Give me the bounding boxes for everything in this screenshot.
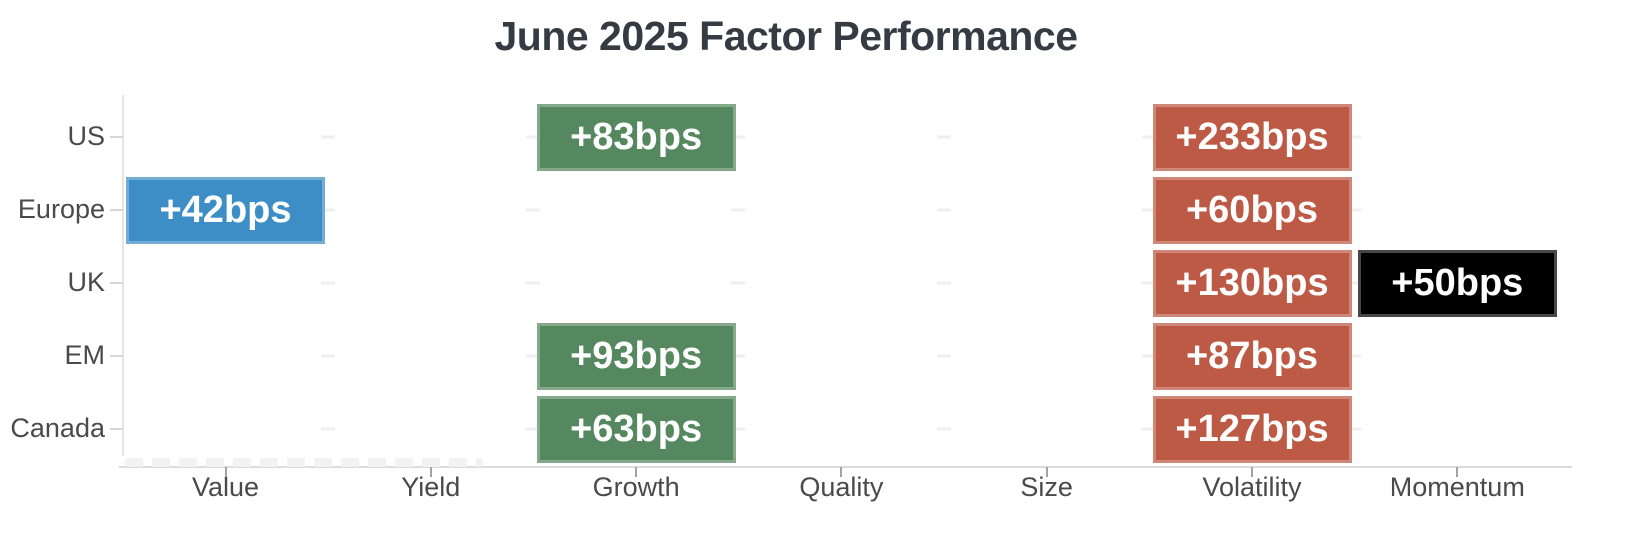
grid-dash: [936, 354, 951, 358]
cell-uk-momentum: +50bps: [1357, 249, 1557, 317]
x-axis-tick: [635, 467, 638, 477]
x-axis-line: [119, 466, 1572, 468]
grid-dash: [1142, 427, 1156, 431]
grid-dash: [1347, 354, 1362, 358]
x-axis-label-quality: Quality: [799, 472, 884, 502]
x-axis-label-growth: Growth: [592, 472, 680, 502]
grid-dash: [936, 208, 951, 212]
grid-dash: [731, 354, 746, 358]
grid-dash: [320, 427, 335, 431]
grid-dash: [320, 208, 335, 212]
grid-dash: [526, 208, 541, 212]
y-axis-label-europe: Europe: [17, 193, 105, 224]
grid-dash: [1142, 354, 1156, 358]
x-axis-tick: [1045, 467, 1048, 477]
grid-dash: [1142, 208, 1156, 212]
y-axis-tick: [110, 282, 123, 285]
y-axis-label-us: US: [67, 120, 105, 151]
x-axis-tick: [1456, 467, 1459, 477]
grid-dash: [936, 135, 951, 139]
grid-dash: [936, 427, 951, 431]
grid-dash: [320, 354, 335, 358]
y-axis-tick: [110, 136, 123, 138]
y-axis-tick: [110, 209, 123, 212]
grid-dash: [526, 135, 541, 139]
grid-dash: [320, 135, 335, 139]
grid-dash: [1347, 208, 1362, 212]
x-axis-label-volatility: Volatility: [1202, 472, 1302, 502]
grid-dash: [731, 281, 746, 285]
grid-dash: [1142, 281, 1156, 285]
cell-uk-volatility: +130bps: [1152, 249, 1352, 317]
grid-dash: [526, 281, 541, 285]
grid-dash: [1142, 135, 1156, 139]
grid-dash: [320, 281, 335, 285]
grid-dash: [936, 281, 951, 285]
cell-europe-volatility: +60bps: [1152, 176, 1352, 244]
y-axis-tick: [110, 355, 123, 358]
x-axis-tick: [1251, 467, 1253, 477]
y-axis-tick: [110, 428, 123, 431]
faint-watermark-smudge: [125, 458, 483, 467]
cell-em-growth: +93bps: [536, 322, 736, 390]
x-axis-label-value: Value: [191, 472, 260, 502]
x-axis-tick: [429, 467, 432, 477]
x-axis-label-size: Size: [1020, 472, 1073, 502]
grid-dash: [1347, 427, 1362, 431]
cell-us-growth: +83bps: [536, 103, 736, 171]
grid-dash: [526, 354, 541, 358]
x-axis-label-momentum: Momentum: [1389, 472, 1525, 502]
y-axis-label-uk: UK: [67, 267, 105, 298]
grid-dash: [1347, 135, 1362, 139]
cell-europe-value: +42bps: [126, 176, 325, 244]
x-axis-tick: [224, 467, 227, 477]
grid-dash: [526, 427, 541, 431]
x-axis-tick: [840, 467, 843, 477]
y-axis-line: [122, 95, 124, 456]
grid-dash: [1347, 281, 1362, 285]
y-axis-label-canada: Canada: [10, 413, 105, 444]
chart-title: June 2025 Factor Performance: [494, 13, 1078, 59]
grid-dash: [731, 135, 746, 139]
cell-em-volatility: +87bps: [1152, 322, 1352, 390]
grid-dash: [731, 427, 746, 431]
cell-canada-growth: +63bps: [536, 395, 736, 463]
x-axis-label-yield: Yield: [401, 472, 461, 502]
y-axis-label-em: EM: [64, 340, 106, 371]
cell-us-volatility: +233bps: [1152, 103, 1352, 171]
grid-dash: [731, 208, 746, 212]
cell-canada-volatility: +127bps: [1152, 395, 1352, 463]
